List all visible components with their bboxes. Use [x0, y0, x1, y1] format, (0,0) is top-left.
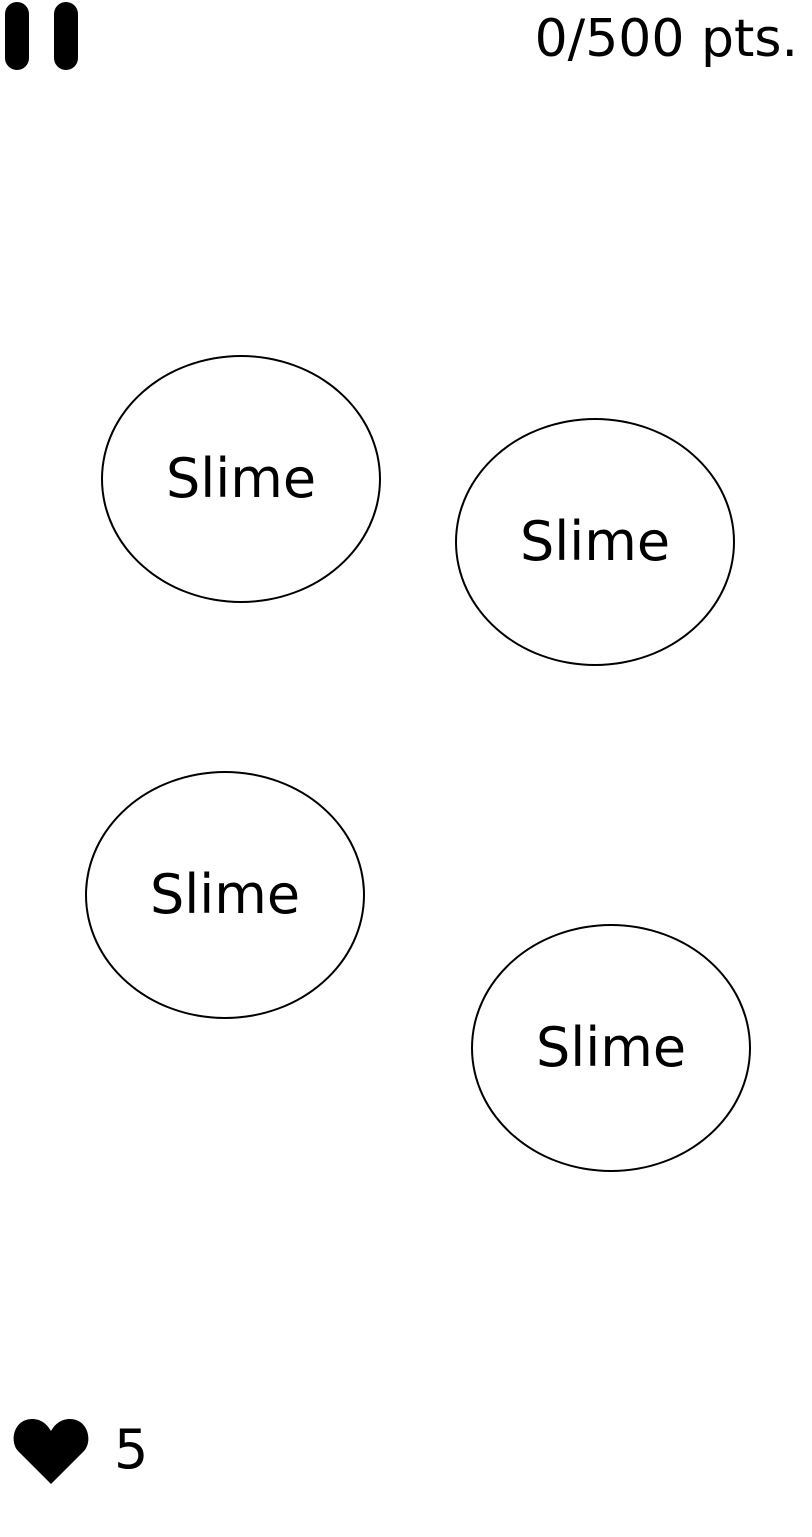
slime-label: Slime: [535, 1016, 687, 1079]
pause-icon: [5, 2, 29, 70]
pause-icon-bar: [54, 2, 78, 70]
slime-target[interactable]: Slime: [101, 355, 381, 603]
heart-icon: [13, 1419, 89, 1484]
slime-label: Slime: [519, 510, 671, 573]
lives-indicator: 5: [12, 1410, 148, 1490]
slime-target[interactable]: Slime: [455, 418, 735, 666]
pause-button[interactable]: [0, 0, 90, 80]
slime-label: Slime: [149, 863, 301, 926]
slime-label: Slime: [165, 447, 317, 510]
lives-count: 5: [114, 1418, 149, 1481]
slime-target[interactable]: Slime: [85, 771, 365, 1019]
score-display: 0/500 pts.: [534, 9, 798, 69]
slime-target[interactable]: Slime: [471, 924, 751, 1172]
